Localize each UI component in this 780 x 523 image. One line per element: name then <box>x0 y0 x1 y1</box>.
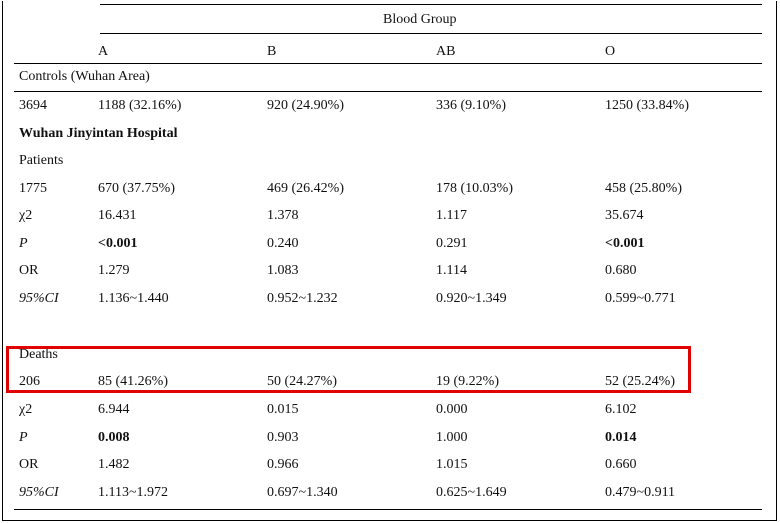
controls-ab: 336 (9.10%) <box>436 98 506 113</box>
patients-chi2-label: χ2 <box>19 208 33 223</box>
group-header-rule <box>100 33 762 34</box>
controls-o: 1250 (33.84%) <box>605 98 689 113</box>
controls-b: 920 (24.90%) <box>267 98 344 113</box>
deaths-o: 52 (25.24%) <box>605 374 675 389</box>
deaths-ab: 19 (9.22%) <box>436 374 499 389</box>
deaths-or-b: 0.966 <box>267 457 299 472</box>
deaths-or-o: 0.660 <box>605 457 637 472</box>
patients-or-label: OR <box>19 263 39 278</box>
blood-group-header: Blood Group <box>383 12 457 27</box>
patients-chi2-a: 16.431 <box>98 208 137 223</box>
deaths-b: 50 (24.27%) <box>267 374 337 389</box>
patients-ci-ab: 0.920~1.349 <box>436 291 507 306</box>
deaths-a: 85 (41.26%) <box>98 374 168 389</box>
deaths-ci-b: 0.697~1.340 <box>267 485 338 500</box>
deaths-highlight-box <box>6 346 691 393</box>
deaths-p-b: 0.903 <box>267 430 299 445</box>
deaths-total: 206 <box>19 374 40 389</box>
patients-p-a: <0.001 <box>98 236 138 251</box>
deaths-chi2-o: 6.102 <box>605 402 637 417</box>
column-header-b: B <box>267 44 277 59</box>
deaths-chi2-ab: 0.000 <box>436 402 468 417</box>
patients-or-b: 1.083 <box>267 263 299 278</box>
column-header-a: A <box>98 44 109 59</box>
patients-or-ab: 1.114 <box>436 263 467 278</box>
deaths-ci-ab: 0.625~1.649 <box>436 485 507 500</box>
column-header-rule <box>14 63 762 64</box>
controls-rule <box>14 91 762 92</box>
bottom-rule <box>14 509 762 510</box>
controls-total: 3694 <box>19 98 47 113</box>
controls-label: Controls (Wuhan Area) <box>19 69 150 84</box>
patients-ci-b: 0.952~1.232 <box>267 291 338 306</box>
deaths-chi2-b: 0.015 <box>267 402 299 417</box>
deaths-p-a: 0.008 <box>98 430 130 445</box>
patients-or-a: 1.279 <box>98 263 130 278</box>
patients-p-label: P <box>19 236 28 251</box>
patients-b: 469 (26.42%) <box>267 181 344 196</box>
patients-ci-a: 1.136~1.440 <box>98 291 169 306</box>
patients-p-o: <0.001 <box>605 236 645 251</box>
patients-chi2-ab: 1.117 <box>436 208 467 223</box>
patients-ci-o: 0.599~0.771 <box>605 291 676 306</box>
column-header-ab: AB <box>436 44 456 59</box>
deaths-or-ab: 1.015 <box>436 457 468 472</box>
deaths-ci-a: 1.113~1.972 <box>98 485 169 500</box>
patients-chi2-b: 1.378 <box>267 208 299 223</box>
deaths-p-ab: 1.000 <box>436 430 468 445</box>
deaths-chi2-a: 6.944 <box>98 402 130 417</box>
patients-ci-label: 95%CI <box>19 291 59 306</box>
deaths-chi2-label: χ2 <box>19 402 33 417</box>
controls-a: 1188 (32.16%) <box>98 98 182 113</box>
hospital-heading: Wuhan Jinyintan Hospital <box>19 126 178 141</box>
patients-a: 670 (37.75%) <box>98 181 175 196</box>
deaths-or-label: OR <box>19 457 39 472</box>
patients-p-ab: 0.291 <box>436 236 468 251</box>
deaths-or-a: 1.482 <box>98 457 130 472</box>
top-rule <box>100 4 762 5</box>
deaths-ci-o: 0.479~0.911 <box>605 485 676 500</box>
deaths-label: Deaths <box>19 347 58 362</box>
column-header-o: O <box>605 44 616 59</box>
deaths-ci-label: 95%CI <box>19 485 59 500</box>
patients-p-b: 0.240 <box>267 236 299 251</box>
patients-total: 1775 <box>19 181 47 196</box>
patients-ab: 178 (10.03%) <box>436 181 513 196</box>
deaths-p-o: 0.014 <box>605 430 637 445</box>
patients-or-o: 0.680 <box>605 263 637 278</box>
patients-chi2-o: 35.674 <box>605 208 644 223</box>
deaths-p-label: P <box>19 430 28 445</box>
patients-label: Patients <box>19 153 64 168</box>
patients-o: 458 (25.80%) <box>605 181 682 196</box>
